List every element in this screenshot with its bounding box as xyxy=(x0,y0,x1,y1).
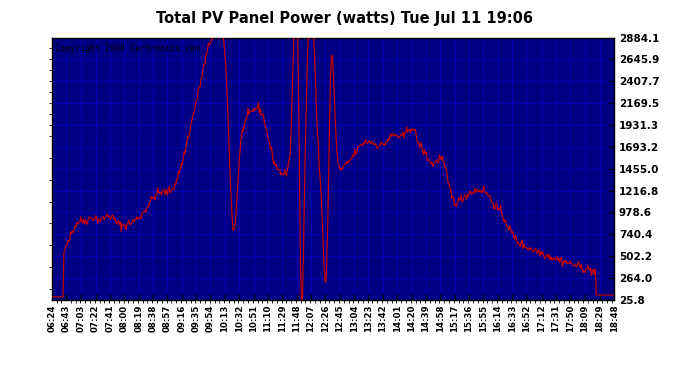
Text: Copyright 2008 Cartronics.com: Copyright 2008 Cartronics.com xyxy=(55,44,199,53)
Text: Total PV Panel Power (watts) Tue Jul 11 19:06: Total PV Panel Power (watts) Tue Jul 11 … xyxy=(157,11,533,26)
